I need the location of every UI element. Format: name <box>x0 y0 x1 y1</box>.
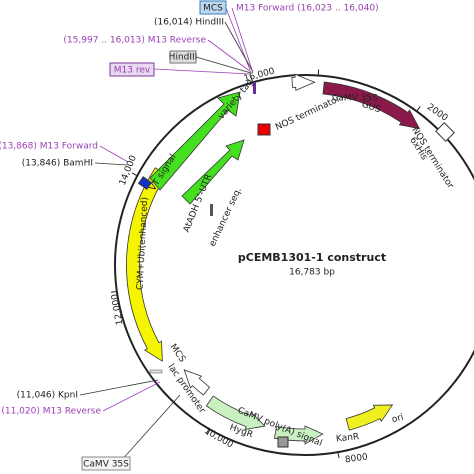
terminator-box <box>435 122 455 142</box>
promoter-arrow <box>291 73 316 91</box>
leaders <box>79 7 254 463</box>
gene-arrow <box>149 91 241 191</box>
backbone <box>114 74 474 456</box>
site-label: M13 Forward (16,023 .. 16,040) <box>236 4 379 14</box>
label-box <box>81 456 131 471</box>
leader <box>119 394 181 463</box>
leader <box>102 381 161 412</box>
site-label: M13 rev <box>114 66 151 76</box>
tick-mark <box>131 172 138 177</box>
signal-box <box>137 176 153 190</box>
gene-arrow <box>345 404 394 431</box>
leader <box>94 162 128 166</box>
tick-label: 14,000 <box>118 154 139 187</box>
leader <box>79 379 159 396</box>
promoter-arrow <box>126 167 167 362</box>
site-label: (15,997 .. 16,013) M13 Reverse <box>63 36 206 46</box>
features <box>110 69 455 459</box>
site-label: (16,014) HindIII <box>154 18 224 28</box>
site-label: CaMV 35S <box>83 460 129 470</box>
feature-label: NOS terminator <box>274 94 342 133</box>
polyA-box <box>277 436 289 448</box>
leader <box>207 39 252 73</box>
feature-label: CYM+Ubi(enhanced) <box>136 197 151 291</box>
site-label: (13,868) M13 Forward <box>0 142 98 152</box>
tick-mark <box>110 290 117 293</box>
leader <box>99 145 129 163</box>
gene-arrow <box>322 81 421 130</box>
site-label: (11,046) KpnI <box>17 391 78 401</box>
site-label: (13,846) BamHI <box>22 159 93 169</box>
feature-label: enhancer seq. <box>208 186 244 248</box>
label-box <box>169 50 197 64</box>
plasmid-size: 16,783 bp <box>289 268 335 278</box>
promoter-arrow <box>183 369 211 396</box>
feature-label: CaMV 35S <box>332 94 378 104</box>
leader <box>153 68 251 75</box>
tick-mark <box>206 429 211 435</box>
feature-label: KanR <box>336 432 360 444</box>
site-label: HindIII <box>169 53 198 63</box>
leader <box>231 7 253 71</box>
tick-label: 12,000 <box>110 293 125 326</box>
feature-label: ori <box>391 413 405 426</box>
plasmid-name: pCEMB1301-1 construct <box>238 251 386 264</box>
gene-arrow <box>205 395 266 430</box>
terminator-box <box>257 123 271 136</box>
tag-box <box>253 82 256 94</box>
tick-mark <box>337 452 340 459</box>
site-box <box>149 369 163 374</box>
tick-label: 16,000 <box>243 66 276 84</box>
label-box <box>109 62 155 77</box>
leader <box>195 56 252 74</box>
site-label: MCS <box>167 342 187 364</box>
label-box <box>199 0 227 15</box>
site-label: (11,020) M13 Reverse <box>1 407 101 417</box>
tick-mark <box>250 76 254 83</box>
site-label: MCS <box>203 4 223 14</box>
tick-mark <box>416 106 421 112</box>
leader <box>224 21 254 73</box>
tick-label: 8000 <box>344 452 368 465</box>
enhancer-box <box>210 204 213 216</box>
gene-arrow <box>181 139 245 205</box>
